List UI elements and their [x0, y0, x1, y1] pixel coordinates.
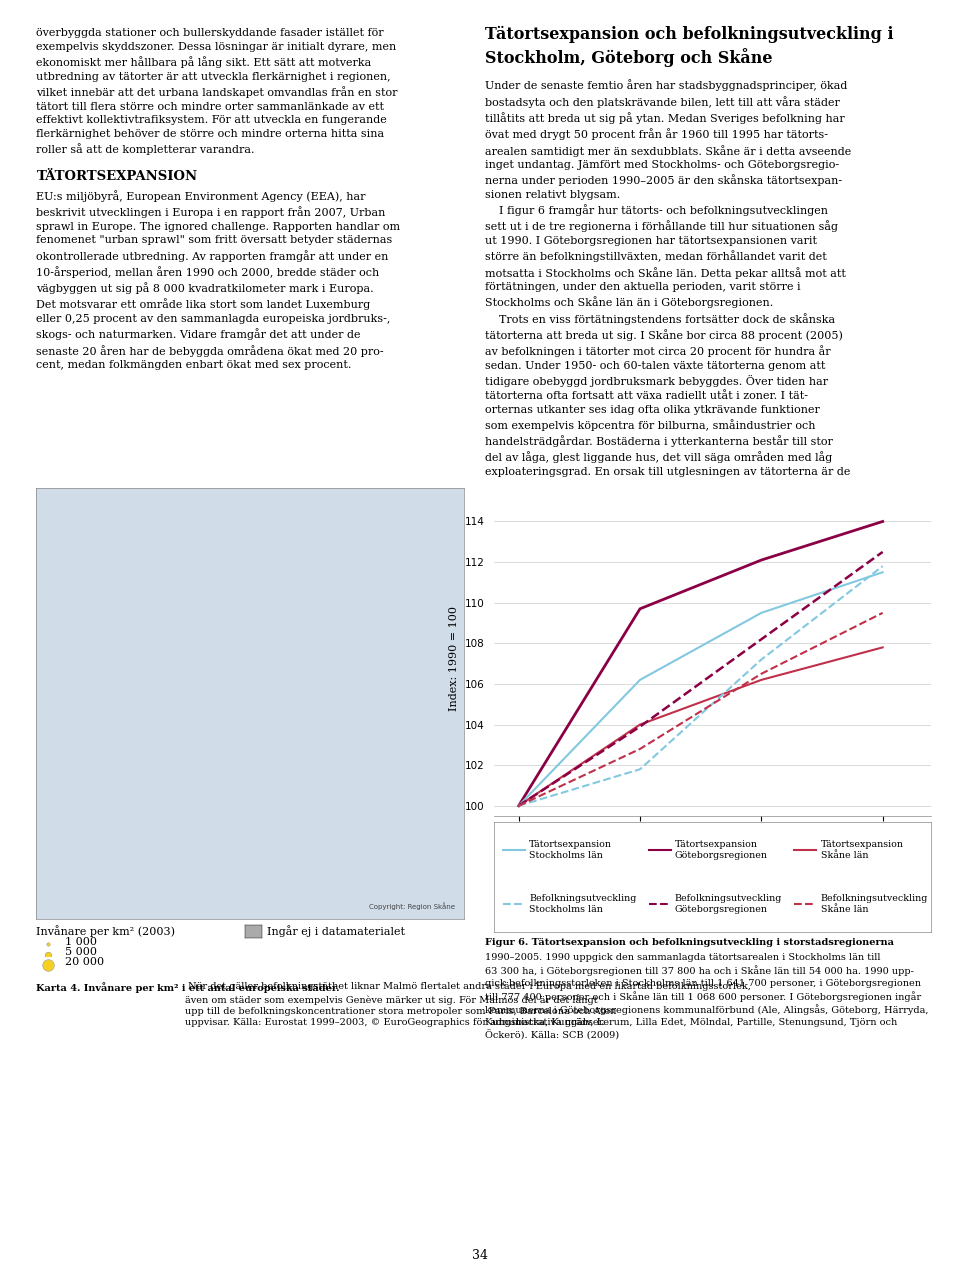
- Text: överbyggda stationer och bullerskyddande fasader istället för
exempelvis skyddsz: överbyggda stationer och bullerskyddande…: [36, 28, 398, 155]
- Text: 1990–2005. 1990 uppgick den sammanlagda tätortsarealen i Stockholms län till
63 : 1990–2005. 1990 uppgick den sammanlagda …: [485, 953, 928, 1041]
- Text: Under de senaste femtio åren har stadsbyggnadsprinciper, ökad
bostadsyta och den: Under de senaste femtio åren har stadsby…: [485, 80, 852, 477]
- Text: Befolkningsutveckling
Göteborgsregionen: Befolkningsutveckling Göteborgsregionen: [675, 894, 782, 915]
- Text: Tätortsexpansion
Göteborgsregionen: Tätortsexpansion Göteborgsregionen: [675, 839, 768, 860]
- Text: När det gäller befolkningstäthet liknar Malmö flertalet andra städer i Europa me: När det gäller befolkningstäthet liknar …: [185, 982, 751, 1028]
- Text: 1 000: 1 000: [65, 937, 97, 947]
- Text: EU:s miljöbyrå, European Environment Agency (EEA), har
beskrivit utvecklingen i : EU:s miljöbyrå, European Environment Age…: [36, 190, 400, 370]
- Text: 34: 34: [472, 1249, 488, 1262]
- Text: Copyright: Region Skåne: Copyright: Region Skåne: [370, 902, 455, 910]
- Text: Figur 6. Tätortsexpansion och befolkningsutveckling i storstadsregionerna: Figur 6. Tätortsexpansion och befolkning…: [485, 938, 894, 947]
- Text: Karta 4. Invånare per km² i ett antal europeiska städer.: Karta 4. Invånare per km² i ett antal eu…: [36, 982, 340, 992]
- Text: Ingår ej i datamaterialet: Ingår ej i datamaterialet: [267, 925, 405, 937]
- Text: Tätortsexpansion
Skåne län: Tätortsexpansion Skåne län: [821, 839, 903, 860]
- Text: Tätortsexpansion och befolkningsutveckling i
Stockholm, Göteborg och Skåne: Tätortsexpansion och befolkningsutveckli…: [485, 26, 894, 67]
- Text: Invånare per km² (2003): Invånare per km² (2003): [36, 925, 176, 937]
- Text: 20 000: 20 000: [65, 957, 105, 968]
- Text: 5 000: 5 000: [65, 947, 97, 957]
- X-axis label: År: År: [707, 842, 719, 852]
- Text: Befolkningsutveckling
Skåne län: Befolkningsutveckling Skåne län: [821, 894, 928, 915]
- Text: Befolkningsutveckling
Stockholms län: Befolkningsutveckling Stockholms län: [529, 894, 636, 915]
- Y-axis label: Index: 1990 = 100: Index: 1990 = 100: [449, 607, 459, 711]
- Text: Tätortsexpansion
Stockholms län: Tätortsexpansion Stockholms län: [529, 839, 612, 860]
- Text: TÄTORTSEXPANSION: TÄTORTSEXPANSION: [36, 170, 198, 182]
